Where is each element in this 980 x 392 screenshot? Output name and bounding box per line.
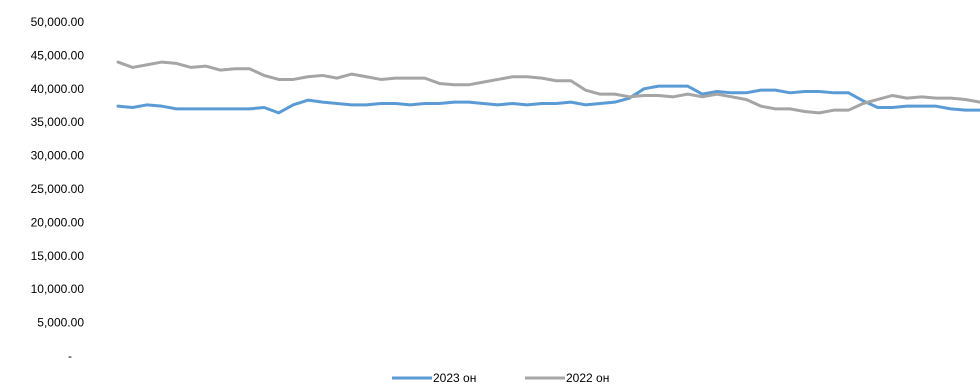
y-tick-label: 20,000.00: [31, 215, 85, 229]
y-tick-label: 10,000.00: [31, 282, 85, 296]
y-tick-label: -: [68, 349, 72, 363]
legend-label: 2022 он: [566, 371, 609, 385]
y-axis: - 5,000.00 10,000.00 15,000.00 20,000.00 25,0…: [31, 15, 85, 363]
legend-label: 2023 он: [433, 371, 476, 385]
y-tick-label: 30,000.00: [31, 149, 85, 163]
legend: 2023 он 2022 он: [392, 371, 609, 385]
y-tick-label: 45,000.00: [31, 48, 85, 62]
y-tick-label: 40,000.00: [31, 82, 85, 96]
y-tick-label: 25,000.00: [31, 182, 85, 196]
y-tick-label: 5,000.00: [37, 316, 84, 330]
series-layer: [116, 60, 980, 115]
series-line-primary: [116, 84, 980, 115]
legend-item: 2022 он: [525, 371, 609, 385]
y-tick-label: 50,000.00: [31, 15, 85, 29]
y-tick-label: 35,000.00: [31, 115, 85, 129]
legend-item: 2023 он: [392, 371, 476, 385]
y-tick-label: 15,000.00: [31, 249, 85, 263]
series-line-secondary: [116, 60, 980, 115]
